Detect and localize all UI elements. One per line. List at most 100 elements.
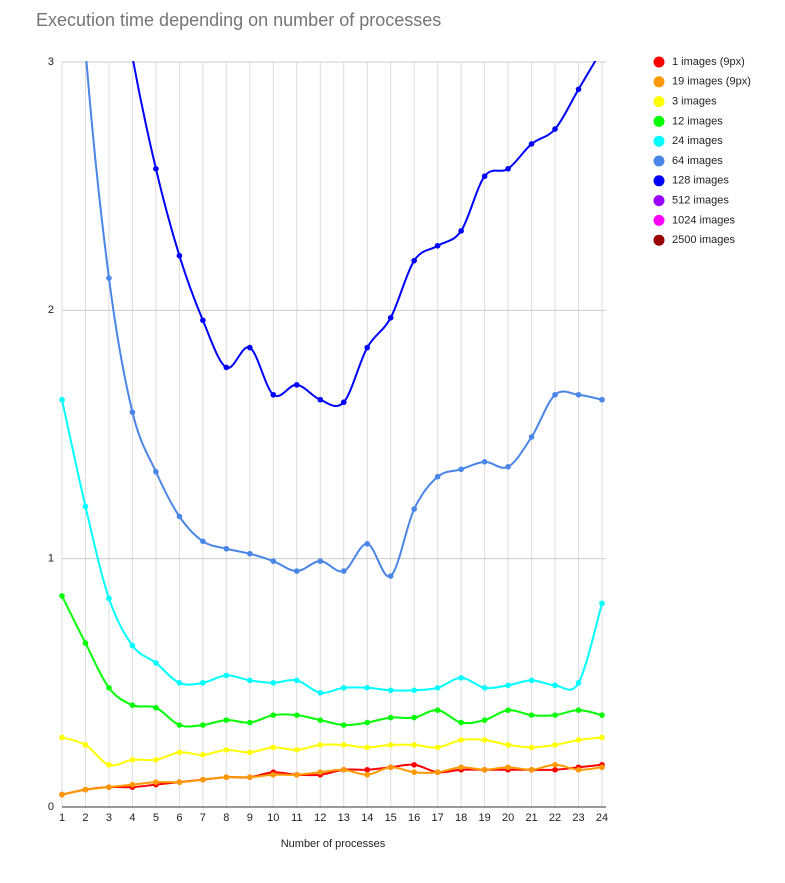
data-point bbox=[247, 774, 253, 780]
data-point bbox=[364, 540, 371, 547]
data-point bbox=[270, 391, 277, 398]
data-point bbox=[153, 704, 159, 711]
data-point bbox=[528, 677, 535, 684]
legend-swatch bbox=[653, 135, 665, 147]
data-point bbox=[528, 141, 535, 147]
data-point bbox=[505, 682, 511, 689]
data-point bbox=[247, 677, 253, 684]
data-point bbox=[200, 317, 206, 324]
x-tick-label: 15 bbox=[385, 812, 397, 824]
data-point bbox=[176, 722, 183, 728]
data-point bbox=[82, 503, 89, 510]
data-point bbox=[434, 685, 441, 691]
data-point bbox=[552, 712, 558, 718]
data-point bbox=[106, 595, 112, 602]
legend-swatch bbox=[653, 214, 665, 226]
legend-label: 128 images bbox=[672, 175, 729, 187]
data-point bbox=[434, 769, 441, 776]
x-tick-label: 2 bbox=[82, 812, 88, 824]
data-point bbox=[106, 761, 112, 768]
data-point bbox=[434, 242, 441, 249]
data-point bbox=[293, 568, 300, 574]
data-point bbox=[575, 766, 582, 773]
data-point bbox=[59, 593, 65, 599]
x-tick-label: 20 bbox=[502, 812, 514, 824]
legend-swatch bbox=[653, 56, 665, 68]
data-point bbox=[552, 682, 558, 689]
legend-label: 3 images bbox=[672, 96, 717, 108]
data-point bbox=[317, 558, 324, 564]
x-tick-label: 8 bbox=[223, 812, 229, 824]
x-tick-label: 11 bbox=[291, 812, 302, 824]
data-point bbox=[293, 382, 300, 388]
data-point bbox=[505, 742, 511, 748]
legend-swatch bbox=[653, 234, 665, 246]
data-point bbox=[575, 86, 582, 93]
data-point bbox=[458, 466, 464, 473]
data-point bbox=[364, 771, 371, 778]
data-point bbox=[364, 719, 371, 726]
data-point bbox=[387, 314, 394, 321]
data-point bbox=[223, 672, 230, 679]
data-point bbox=[481, 173, 488, 180]
data-point bbox=[200, 538, 206, 545]
data-point bbox=[200, 680, 206, 686]
data-point bbox=[223, 774, 230, 780]
data-point bbox=[364, 744, 371, 751]
data-point bbox=[129, 757, 136, 763]
data-point bbox=[293, 771, 300, 778]
series-line bbox=[132, 61, 597, 408]
data-point bbox=[387, 742, 394, 748]
legend-swatch bbox=[653, 195, 665, 207]
data-point bbox=[528, 434, 535, 440]
x-tick-label: 16 bbox=[408, 812, 420, 824]
data-point bbox=[411, 769, 417, 776]
data-point bbox=[505, 463, 511, 470]
x-tick-label: 13 bbox=[338, 812, 350, 824]
data-point bbox=[200, 752, 206, 758]
data-point bbox=[317, 717, 324, 723]
data-point bbox=[458, 675, 464, 681]
series-line bbox=[85, 61, 603, 578]
data-point bbox=[129, 702, 136, 708]
data-point bbox=[481, 737, 488, 743]
data-point bbox=[106, 275, 112, 281]
data-point bbox=[270, 712, 277, 718]
legend-swatch bbox=[653, 115, 665, 127]
series-line bbox=[61, 399, 603, 694]
data-point bbox=[528, 712, 535, 718]
data-point bbox=[458, 228, 464, 234]
data-point bbox=[505, 165, 511, 172]
data-point bbox=[176, 779, 183, 785]
x-tick-label: 3 bbox=[106, 812, 112, 824]
x-tick-label: 24 bbox=[596, 812, 608, 824]
data-point bbox=[340, 766, 347, 773]
data-point bbox=[599, 764, 605, 771]
x-tick-label: 4 bbox=[129, 812, 135, 824]
data-point bbox=[317, 396, 324, 403]
y-tick-label: 2 bbox=[48, 304, 54, 316]
data-point bbox=[270, 744, 277, 751]
data-point bbox=[387, 714, 394, 721]
data-point bbox=[411, 761, 417, 768]
x-tick-label: 1 bbox=[59, 812, 65, 824]
data-point bbox=[129, 642, 136, 649]
data-point bbox=[153, 757, 159, 763]
data-point bbox=[575, 680, 582, 686]
data-point bbox=[176, 513, 183, 520]
x-tick-label: 12 bbox=[314, 812, 326, 824]
legend-swatch bbox=[653, 96, 665, 108]
data-point bbox=[153, 779, 159, 785]
x-tick-label: 5 bbox=[153, 812, 159, 824]
data-point bbox=[364, 685, 371, 691]
data-point bbox=[340, 742, 347, 748]
data-point bbox=[317, 689, 324, 696]
data-point bbox=[293, 747, 300, 753]
x-tick-label: 21 bbox=[525, 812, 537, 824]
data-point bbox=[434, 473, 441, 480]
data-point bbox=[247, 719, 253, 726]
x-tick-label: 22 bbox=[549, 812, 561, 824]
data-point bbox=[82, 786, 89, 793]
data-point bbox=[434, 707, 441, 713]
